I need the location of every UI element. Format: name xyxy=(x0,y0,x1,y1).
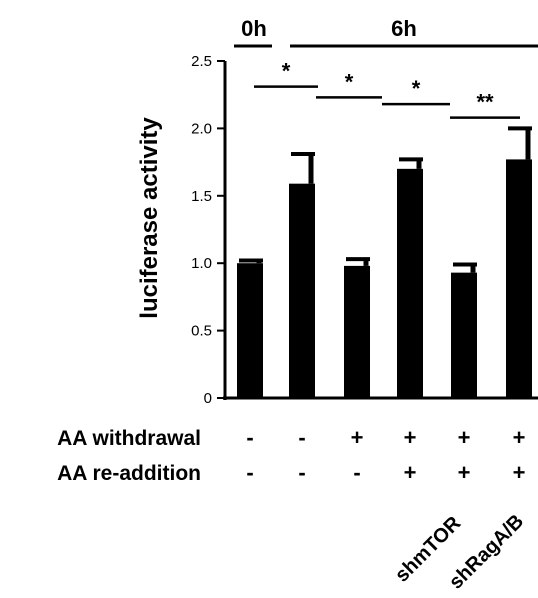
bar xyxy=(506,159,532,398)
condition-value: - xyxy=(298,460,305,485)
bar xyxy=(397,168,423,398)
condition-label: AA re-addition xyxy=(57,462,201,485)
condition-value: + xyxy=(351,425,364,450)
condition-value: + xyxy=(404,460,417,485)
y-tick-label: 1.0 xyxy=(191,255,212,272)
significance-label: * xyxy=(282,59,291,84)
y-tick-label: 2.0 xyxy=(191,120,212,137)
time-label-6h: 6h xyxy=(391,16,417,41)
condition-value: + xyxy=(513,460,526,485)
bar xyxy=(237,263,263,398)
bar xyxy=(344,265,370,398)
bar xyxy=(289,183,315,398)
y-tick-label: 2.5 xyxy=(191,53,212,70)
condition-value: - xyxy=(246,425,253,450)
condition-value: + xyxy=(404,425,417,450)
y-tick-label: 1.5 xyxy=(191,188,212,205)
condition-value: + xyxy=(458,460,471,485)
condition-value: - xyxy=(353,460,360,485)
bar xyxy=(451,272,477,398)
condition-value: + xyxy=(458,425,471,450)
y-axis-label: luciferase activity xyxy=(136,117,163,319)
significance-label: * xyxy=(412,76,421,101)
condition-value: + xyxy=(513,425,526,450)
significance-label: * xyxy=(345,69,354,94)
condition-value: - xyxy=(298,425,305,450)
significance-label: ** xyxy=(476,90,494,115)
condition-value: - xyxy=(246,460,253,485)
y-tick-label: 0 xyxy=(204,390,212,407)
y-tick-label: 0.5 xyxy=(191,323,212,340)
time-label-0h: 0h xyxy=(241,16,267,41)
condition-label: AA withdrawal xyxy=(57,427,201,450)
